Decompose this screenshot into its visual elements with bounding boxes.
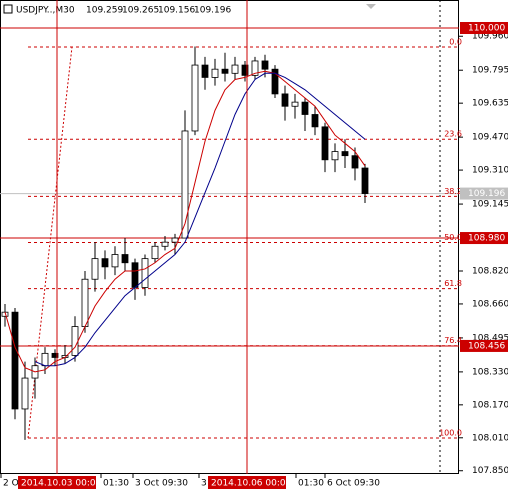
y-tick-label: 108.170 — [472, 400, 508, 410]
y-tick-label: 109.960 — [472, 32, 508, 42]
fib-label: 61.8 — [444, 279, 462, 288]
time-label: 2014.10.06 00:00 — [211, 479, 292, 489]
candle-body — [361, 167, 369, 194]
price-label-box — [460, 339, 508, 352]
candle-body — [91, 258, 99, 280]
candle-body — [171, 237, 179, 243]
plot-area — [0, 0, 459, 474]
candle-body — [101, 258, 109, 268]
candle-body — [301, 101, 309, 115]
candle-body — [251, 60, 259, 76]
y-tick-label: 108.330 — [472, 367, 508, 377]
y-tick-label: 107.850 — [472, 466, 508, 476]
y-tick-label: 108.010 — [472, 433, 508, 443]
candle-body — [341, 151, 349, 157]
candle-body — [271, 68, 279, 95]
y-tick-label: 109.635 — [472, 99, 508, 109]
moving-average — [4, 70, 366, 373]
candle-body — [331, 151, 339, 161]
y-tick-label: 108.660 — [472, 299, 508, 309]
header-value: 109.196 — [194, 6, 231, 16]
candle-body — [81, 278, 89, 327]
header-icon — [3, 4, 13, 14]
price-label: 108.456 — [468, 341, 505, 351]
price-label: 109.196 — [468, 189, 505, 199]
price-label-box — [460, 232, 508, 245]
fib-label: 50.0 — [444, 233, 462, 242]
candle-body — [321, 126, 329, 161]
fib-label: 76.4 — [444, 336, 462, 345]
price-label-box — [460, 22, 508, 35]
x-tick-label: 01:30 — [298, 479, 324, 489]
plot-frame — [0, 0, 459, 474]
candle-body — [131, 262, 139, 288]
y-tick-label: 109.310 — [472, 166, 508, 176]
price-label: 110.000 — [468, 24, 505, 34]
candle-body — [161, 241, 169, 247]
candle-body — [151, 245, 159, 260]
candle-body — [41, 352, 49, 367]
time-label-box — [208, 476, 286, 489]
header-value: 109.156 — [158, 6, 195, 16]
moving-average — [34, 72, 366, 367]
time-label-box — [18, 476, 96, 489]
y-tick-label: 109.470 — [472, 133, 508, 143]
candle-body — [21, 377, 29, 410]
candle-body — [11, 311, 19, 410]
time-label: 2014.10.03 00:00 — [21, 479, 102, 489]
candle-body — [221, 68, 229, 74]
candle-body — [231, 64, 239, 74]
candle-body — [51, 352, 59, 358]
x-tick-label: 2 Oc — [3, 479, 24, 489]
candle-body — [281, 93, 289, 107]
y-tick-label: 108.820 — [472, 266, 508, 276]
fib-label: 0.0 — [449, 37, 462, 46]
shift-marker — [366, 4, 376, 9]
fib-label: 100.0 — [439, 428, 462, 437]
candle-body — [181, 130, 189, 239]
header-value: 109.259 — [86, 6, 123, 16]
price-label-box — [460, 187, 508, 200]
candle-body — [191, 64, 199, 132]
candle-body — [261, 60, 269, 70]
fib-label: 23.6 — [444, 130, 462, 139]
x-tick-label: 3 Oct 09:30 — [135, 479, 188, 489]
candle-body — [71, 326, 79, 356]
candle-body — [351, 155, 359, 169]
header-value: 109.265 — [122, 6, 159, 16]
y-tick-label: 109.145 — [472, 200, 508, 210]
price-label: 108.980 — [468, 234, 505, 244]
candle-body — [311, 114, 319, 128]
y-tick-label: 108.495 — [472, 333, 508, 343]
candle-body — [211, 68, 219, 78]
candle-body — [121, 254, 129, 264]
fib-label: 38.2 — [444, 187, 462, 196]
y-tick-label: 109.795 — [472, 66, 508, 76]
x-tick-label: 6 Oct 09:30 — [327, 479, 380, 489]
candle-body — [291, 101, 299, 107]
candle-body — [201, 64, 209, 78]
candle-body — [111, 254, 119, 268]
candle-body — [241, 64, 249, 76]
candle-body — [141, 258, 149, 288]
symbol: USDJPY..,M30 — [16, 6, 75, 16]
x-tick-label: 01:30 — [103, 479, 129, 489]
